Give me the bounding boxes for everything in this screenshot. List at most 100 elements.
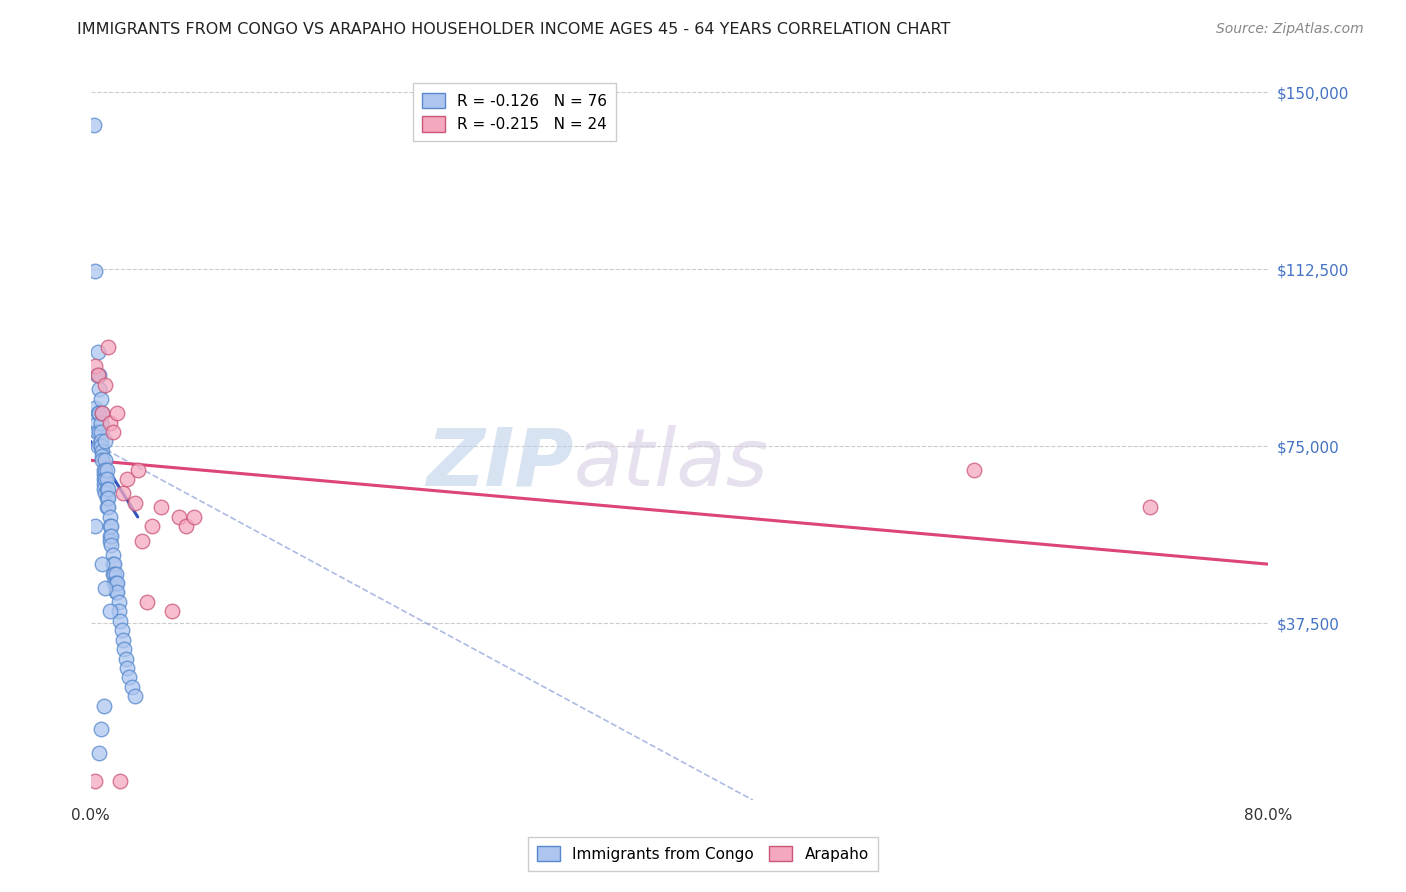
Point (94, 453, 117, 467)
Point (89, 746, 111, 760)
Point (94, 463, 117, 477)
Point (100, 538, 122, 552)
Point (96, 472, 118, 486)
Point (89, 383, 111, 397)
Point (108, 774, 131, 789)
Point (124, 496, 146, 510)
Point (96, 491, 118, 505)
Point (93, 472, 115, 486)
Point (93, 482, 115, 496)
Point (91, 449, 114, 463)
Point (94, 377, 117, 392)
Point (98, 604, 121, 618)
Point (96, 500, 118, 515)
Point (84, 359, 107, 373)
Point (91, 453, 114, 467)
Point (89, 425, 111, 439)
Point (101, 548, 124, 562)
Point (160, 604, 183, 618)
Point (114, 642, 136, 657)
Point (89, 406, 111, 420)
Point (117, 472, 139, 486)
Point (121, 680, 143, 694)
Point (84, 774, 107, 789)
Point (93, 476, 115, 491)
Point (118, 670, 141, 684)
Point (86, 416, 108, 430)
Point (107, 604, 129, 618)
Point (103, 566, 125, 581)
Point (111, 486, 134, 500)
Text: Source: ZipAtlas.com: Source: ZipAtlas.com (1216, 22, 1364, 37)
Point (183, 510, 205, 524)
Point (94, 486, 117, 500)
Point (104, 576, 127, 591)
Point (98, 416, 121, 430)
Point (97, 482, 120, 496)
Point (167, 510, 190, 524)
Point (100, 529, 122, 543)
Point (107, 595, 129, 609)
Point (90, 434, 112, 449)
Point (90, 439, 112, 453)
Point (89, 368, 111, 383)
Point (174, 519, 197, 533)
Point (108, 614, 131, 628)
Point (105, 406, 128, 420)
Point (90, 416, 112, 430)
Point (87, 406, 110, 420)
Point (94, 581, 117, 595)
Point (90, 425, 112, 439)
Point (91, 557, 114, 571)
Point (87, 344, 110, 359)
Point (91, 443, 114, 458)
Point (105, 585, 128, 599)
Point (98, 533, 121, 548)
Legend: R = -0.126   N = 76, R = -0.215   N = 24: R = -0.126 N = 76, R = -0.215 N = 24 (413, 84, 616, 142)
Point (96, 463, 118, 477)
Point (98, 510, 121, 524)
Point (111, 632, 134, 647)
Point (84, 401, 107, 416)
Point (86, 368, 108, 383)
Point (94, 434, 117, 449)
Point (115, 651, 138, 665)
Point (91, 406, 114, 420)
Point (93, 698, 115, 713)
Point (1139, 500, 1161, 515)
Point (96, 482, 118, 496)
Point (131, 533, 153, 548)
Point (100, 519, 122, 533)
Point (91, 406, 114, 420)
Point (90, 392, 112, 406)
Point (86, 425, 108, 439)
Point (105, 576, 128, 591)
Point (110, 624, 132, 638)
Point (97, 491, 120, 505)
Point (127, 463, 149, 477)
Point (963, 463, 986, 477)
Point (101, 425, 124, 439)
Point (98, 519, 121, 533)
Point (135, 595, 157, 609)
Point (84, 264, 107, 278)
Text: atlas: atlas (574, 425, 768, 502)
Point (98, 529, 121, 543)
Legend: Immigrants from Congo, Arapaho: Immigrants from Congo, Arapaho (529, 837, 877, 871)
Point (124, 690, 146, 704)
Point (97, 500, 120, 515)
Point (104, 585, 127, 599)
Point (141, 519, 163, 533)
Point (93, 467, 115, 482)
Point (87, 368, 110, 383)
Point (83, 118, 105, 132)
Point (101, 557, 124, 571)
Point (101, 566, 124, 581)
Point (94, 472, 117, 486)
Point (150, 500, 173, 515)
Point (104, 566, 127, 581)
Point (87, 439, 110, 453)
Point (93, 463, 115, 477)
Point (84, 519, 107, 533)
Text: IMMIGRANTS FROM CONGO VS ARAPAHO HOUSEHOLDER INCOME AGES 45 - 64 YEARS CORRELATI: IMMIGRANTS FROM CONGO VS ARAPAHO HOUSEHO… (77, 22, 950, 37)
